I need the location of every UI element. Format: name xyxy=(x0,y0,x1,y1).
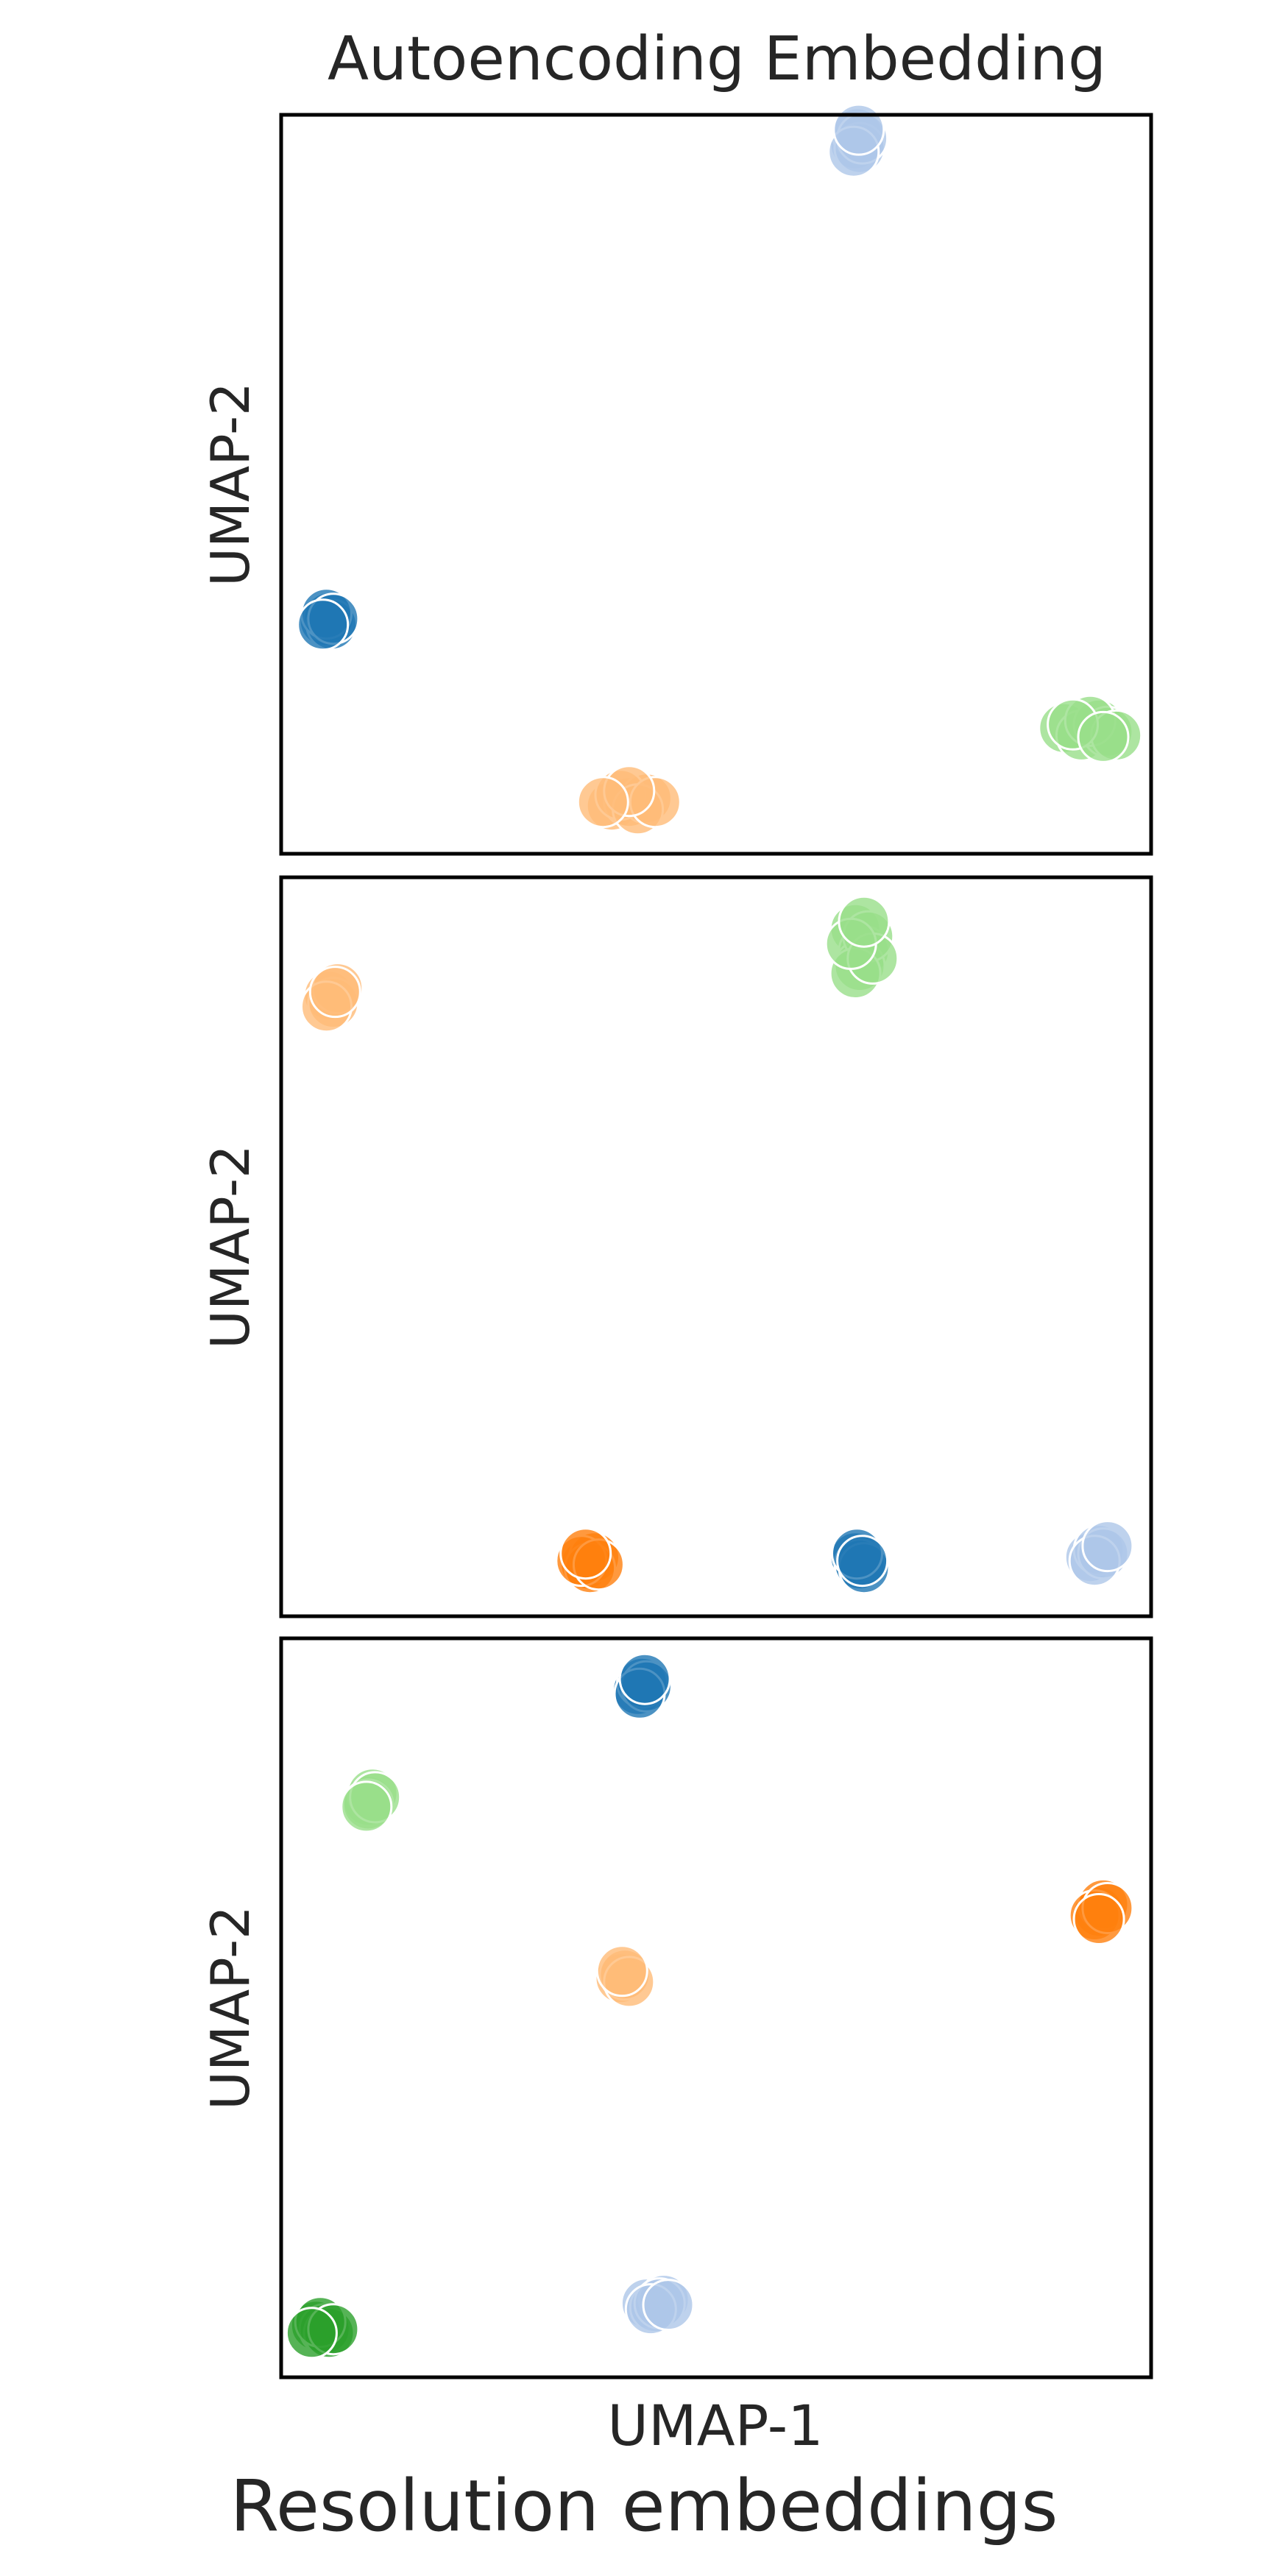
scatter-point xyxy=(308,966,361,1019)
scatter-point xyxy=(340,1780,393,1833)
scatter-point xyxy=(595,1945,648,1998)
panel-1-marks xyxy=(297,103,1143,836)
scatter-point xyxy=(642,2279,695,2332)
panel-3-frame xyxy=(279,1636,1153,2379)
panel-1-frame xyxy=(279,113,1153,856)
panel-2: UMAP-2 xyxy=(199,875,1153,1618)
chart-title: Autoencoding Embedding xyxy=(328,24,1106,94)
figure-caption: Resolution embeddings xyxy=(230,2465,1058,2547)
scatter-point xyxy=(832,103,885,156)
panel-1: UMAP-2 xyxy=(199,103,1153,856)
scatter-point xyxy=(1072,1893,1125,1945)
scatter-point xyxy=(285,2307,338,2360)
panel-3: UMAP-2 UMAP-1 xyxy=(199,1636,1153,2458)
scatter-point xyxy=(576,776,629,829)
scatter-point xyxy=(836,1535,889,1588)
scatter-point xyxy=(838,895,891,948)
panel-2-marks xyxy=(300,895,1134,1595)
scatter-point xyxy=(1077,710,1130,763)
panel-3-marks xyxy=(285,1652,1134,2360)
panel-2-frame xyxy=(279,875,1153,1618)
scatter-point xyxy=(559,1527,612,1580)
scatter-point xyxy=(297,598,350,651)
scatter-point xyxy=(618,1652,671,1705)
panel-3-ylabel: UMAP-2 xyxy=(199,1906,261,2110)
panel-1-ylabel: UMAP-2 xyxy=(199,382,261,587)
scatter-point xyxy=(1081,1520,1134,1573)
panel-2-ylabel: UMAP-2 xyxy=(199,1144,261,1349)
panel-3-xlabel: UMAP-1 xyxy=(607,2393,823,2458)
